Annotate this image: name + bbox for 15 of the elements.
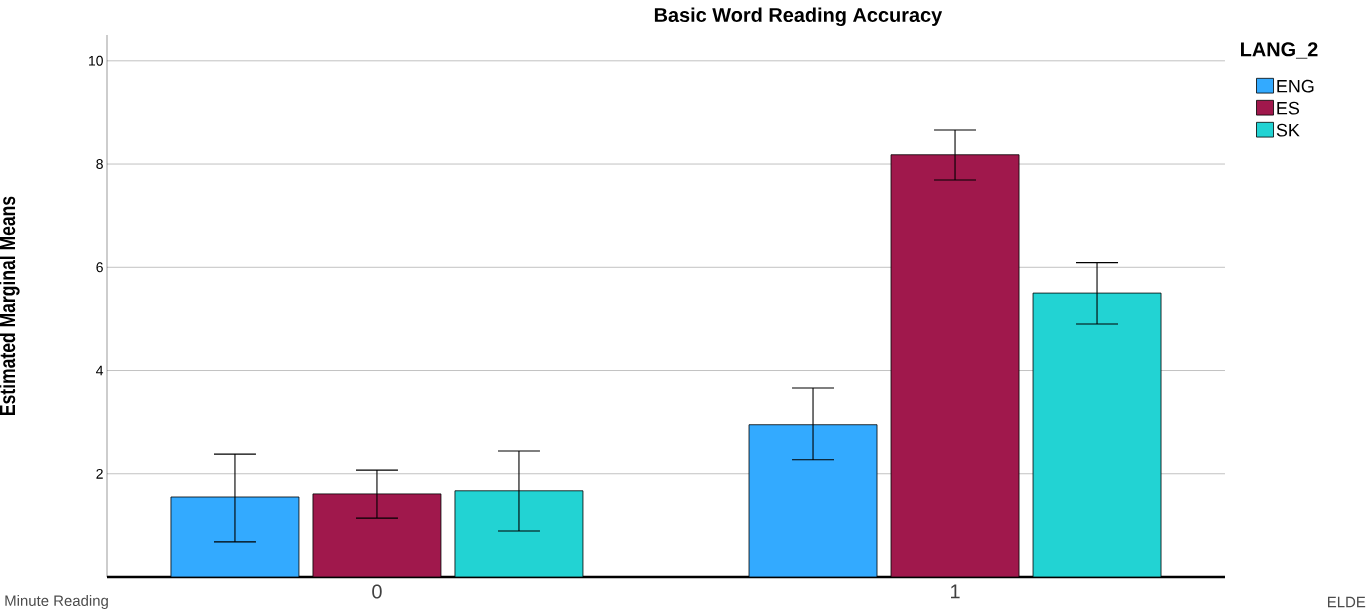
text: Minute Reading <box>5 595 108 609</box>
legend-label: SK <box>1276 123 1300 137</box>
chart-title: Basic Word Reading Accuracy <box>654 7 943 27</box>
y-tick-label: 10 <box>89 55 103 66</box>
y-axis-title: Estimated Marginal Means <box>0 196 20 415</box>
legend-label: ENG <box>1277 79 1314 93</box>
y-tick-label: 4 <box>96 365 104 376</box>
y-tick-label: 2 <box>96 468 103 479</box>
text: ELDE <box>1328 596 1366 608</box>
legend-title: LANG_2 <box>1241 42 1318 59</box>
y-tick-label: 8 <box>96 159 103 169</box>
y-tick-label: 6 <box>96 262 103 273</box>
x-tick-label: 0 <box>372 584 382 599</box>
legend-label: ES <box>1277 101 1300 115</box>
x-tick-label: 1 <box>951 584 960 599</box>
